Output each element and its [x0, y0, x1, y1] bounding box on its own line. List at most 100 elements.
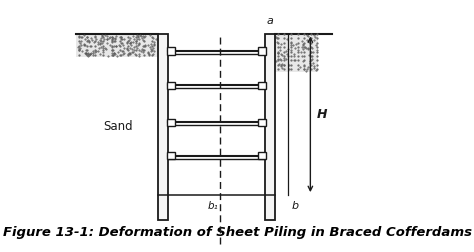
Point: [278, 53, 285, 57]
Point: [95, 46, 103, 50]
Point: [127, 46, 134, 50]
Point: [81, 43, 89, 47]
Point: [134, 43, 142, 47]
Point: [309, 50, 317, 54]
Point: [101, 46, 109, 50]
Point: [75, 34, 83, 38]
Point: [78, 49, 86, 53]
Point: [77, 36, 84, 40]
Point: [141, 44, 148, 48]
Point: [91, 40, 98, 44]
Text: b: b: [292, 201, 299, 211]
Point: [277, 64, 284, 68]
Point: [144, 43, 152, 47]
Point: [87, 44, 94, 48]
Point: [126, 51, 134, 55]
Point: [75, 48, 83, 52]
Bar: [258, 47, 266, 54]
Point: [112, 39, 119, 43]
Point: [134, 46, 141, 50]
Point: [103, 37, 110, 41]
Point: [287, 48, 295, 52]
Bar: [167, 119, 175, 126]
Point: [150, 43, 158, 47]
Point: [106, 35, 113, 39]
Point: [146, 45, 154, 49]
Point: [109, 53, 117, 57]
Point: [108, 37, 115, 41]
Point: [77, 43, 85, 47]
Point: [299, 59, 307, 63]
Point: [296, 65, 304, 69]
Point: [280, 56, 288, 60]
Point: [85, 52, 92, 56]
Point: [84, 38, 91, 42]
Bar: [258, 119, 266, 126]
Point: [141, 35, 149, 39]
Point: [125, 52, 132, 56]
Point: [96, 42, 104, 46]
Point: [135, 37, 143, 41]
Bar: [167, 47, 175, 54]
Point: [306, 61, 314, 65]
Point: [117, 35, 125, 39]
Point: [87, 44, 95, 48]
Point: [301, 67, 308, 71]
Point: [128, 47, 136, 51]
Point: [146, 33, 154, 37]
Point: [82, 52, 90, 56]
Text: H: H: [317, 108, 328, 121]
Point: [282, 57, 290, 61]
Point: [277, 42, 284, 46]
Point: [276, 48, 284, 52]
Point: [306, 59, 314, 63]
Point: [308, 54, 316, 58]
Point: [85, 40, 92, 44]
Point: [139, 48, 147, 52]
Point: [149, 36, 157, 40]
Point: [118, 41, 125, 45]
Point: [108, 40, 116, 44]
Point: [103, 37, 110, 41]
Point: [279, 66, 286, 70]
Point: [307, 50, 314, 54]
Point: [283, 52, 291, 56]
Point: [95, 40, 102, 44]
Point: [299, 45, 306, 49]
Point: [145, 52, 153, 56]
Point: [276, 62, 283, 66]
Point: [288, 40, 295, 44]
Point: [108, 38, 116, 42]
Point: [84, 51, 91, 55]
Text: a: a: [266, 16, 273, 26]
Point: [126, 52, 134, 56]
Point: [310, 64, 318, 68]
Point: [306, 53, 313, 57]
Point: [110, 51, 118, 55]
Point: [309, 57, 316, 61]
Point: [147, 49, 155, 53]
Point: [312, 43, 320, 47]
Point: [305, 40, 312, 44]
Point: [81, 37, 89, 41]
Point: [106, 36, 113, 40]
Point: [101, 33, 109, 37]
Point: [130, 37, 138, 41]
Point: [112, 44, 120, 48]
Point: [282, 49, 290, 53]
Point: [95, 49, 102, 53]
Point: [298, 54, 306, 58]
Point: [139, 50, 146, 54]
Point: [135, 35, 142, 39]
Point: [277, 52, 284, 56]
Point: [82, 51, 90, 55]
Point: [111, 36, 118, 40]
Point: [98, 39, 105, 43]
Point: [304, 46, 311, 50]
Point: [131, 52, 138, 56]
Point: [96, 38, 103, 42]
Point: [135, 42, 143, 46]
Point: [290, 52, 298, 56]
Bar: [258, 82, 266, 89]
Point: [113, 54, 121, 58]
